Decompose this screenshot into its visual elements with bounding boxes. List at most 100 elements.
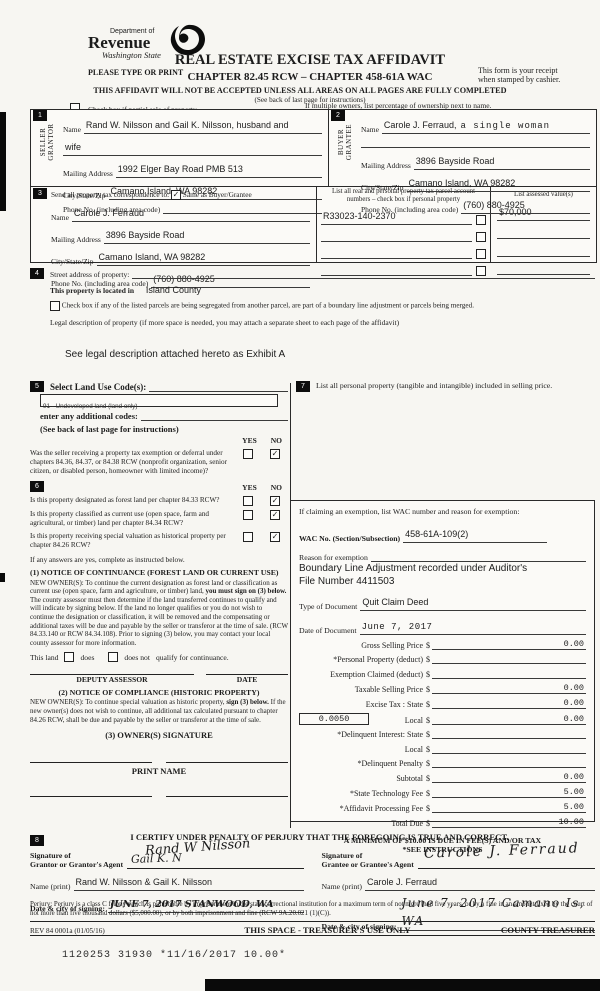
- fee-field-penalty[interactable]: [432, 758, 586, 768]
- fee-field-processing[interactable]: 5.00: [432, 802, 586, 814]
- seller-name-field[interactable]: Rand W. Nilsson and Gail K. Nilsson, hus…: [83, 115, 322, 134]
- buyer-mailing-field[interactable]: 3896 Bayside Road: [413, 151, 590, 170]
- local-rate-box[interactable]: 0.0050: [299, 713, 369, 726]
- grantor-date-field[interactable]: JUNE 7, 2017 STANWOOD, WA: [107, 894, 304, 913]
- buyer-phone-field[interactable]: (760) 880-4925: [461, 195, 590, 214]
- does-checkbox[interactable]: [64, 652, 75, 663]
- logo-wa-state: Washington State: [102, 50, 161, 60]
- buyer-word: BUYER: [337, 128, 345, 156]
- parcel-checkbox-4[interactable]: [476, 266, 486, 276]
- fee-value-tech: 5.00: [563, 787, 584, 798]
- seller-name-label: Name: [63, 125, 81, 134]
- corr-name-field[interactable]: Carole J. Ferraud: [71, 203, 310, 223]
- buyer-name-field[interactable]: Carole J. Ferraud, a single woman: [381, 115, 590, 134]
- fee-field-tech[interactable]: 5.00: [432, 787, 586, 799]
- dollar-sign: $: [426, 819, 430, 829]
- see-back-note: (See back of last page for instructions): [254, 96, 366, 104]
- assessed-field-4[interactable]: [497, 264, 590, 275]
- grantee-date-label: Date & city of signing:: [321, 922, 397, 931]
- corr-mailing-field[interactable]: 3896 Bayside Road: [103, 225, 310, 245]
- corr-mailing-value: 3896 Bayside Road: [105, 230, 185, 241]
- reason-field[interactable]: [370, 551, 586, 562]
- forest-land-no-checkbox[interactable]: ✓: [270, 496, 280, 507]
- fee-field-total[interactable]: 10.00: [432, 817, 586, 829]
- parcel-field-2[interactable]: [321, 231, 472, 242]
- parcel-field-1[interactable]: R33023-140-2370: [321, 206, 472, 225]
- fee-field-taxable[interactable]: 0.00: [432, 683, 586, 694]
- does-not-label: does not: [124, 652, 150, 662]
- owner-signature-line-1[interactable]: [30, 762, 152, 764]
- doc-date-field[interactable]: June 7, 2017: [359, 616, 586, 635]
- street-address-label: Street address of property:: [50, 270, 130, 279]
- buyer-name-field-2[interactable]: [361, 137, 590, 148]
- segregated-checkbox[interactable]: [50, 301, 60, 311]
- corr-phone-field[interactable]: (760) 880-4925: [151, 269, 310, 289]
- parcel-field-3[interactable]: [321, 248, 472, 259]
- buyer-city-field[interactable]: Camano Island, WA 98282: [406, 173, 590, 192]
- additional-codes-field[interactable]: [140, 410, 288, 421]
- fee-field-exemption[interactable]: [432, 669, 586, 679]
- corr-city-field[interactable]: Camano Island, WA 98282: [96, 247, 310, 267]
- reason-value: Boundary Line Adjustment recorded under …: [299, 563, 586, 588]
- fee-field-delinq-state[interactable]: [432, 729, 586, 740]
- does-not-checkbox[interactable]: [108, 652, 119, 663]
- print-name-line-1[interactable]: [30, 796, 152, 798]
- street-address-field[interactable]: [132, 268, 595, 279]
- seller-phone-field[interactable]: [163, 203, 322, 214]
- fee-field-personal[interactable]: [432, 654, 586, 665]
- parcel-checkbox-3[interactable]: [476, 249, 486, 259]
- seller-city-label: City/State/Zip: [63, 191, 106, 200]
- reason-label: Reason for exemption: [299, 553, 368, 562]
- qualify-label: qualify for continuance.: [155, 652, 229, 662]
- land-use-code-box[interactable]: 91 - Undeveloped land (land only): [40, 394, 278, 410]
- fee-label-delinq-local: Local: [404, 744, 423, 754]
- assessed-field-2[interactable]: [497, 228, 590, 239]
- wac-field[interactable]: 458-61A-109(2): [403, 524, 548, 543]
- assessed-field-1[interactable]: $70,000: [497, 202, 590, 221]
- seller-exemption-no-checkbox[interactable]: ✓: [270, 449, 280, 459]
- please-type-label: PLEASE TYPE OR PRINT: [88, 68, 184, 77]
- fee-field-delinq-local[interactable]: [432, 744, 586, 754]
- continuance-p1c: The county assessor must then determine …: [30, 595, 289, 647]
- assessed-field-3[interactable]: [497, 246, 590, 257]
- seller-mailing-field[interactable]: 1992 Elger Bay Road PMB 513: [115, 159, 322, 178]
- deputy-assessor-lines: DEPUTY ASSESSOR DATE: [30, 674, 288, 684]
- seller-exemption-yes-checkbox[interactable]: [243, 449, 253, 459]
- historical-yes-checkbox[interactable]: [243, 531, 253, 542]
- owner-signature-line-2[interactable]: [166, 762, 288, 764]
- seller-name-field-2[interactable]: wife: [63, 137, 322, 156]
- grantor-print-field[interactable]: Rand W. Nilsson & Gail K. Nilsson: [73, 872, 304, 891]
- same-as-buyer-checkbox[interactable]: ✓: [170, 190, 181, 201]
- current-use-no-checkbox[interactable]: ✓: [270, 510, 280, 521]
- fee-field-local[interactable]: 0.00: [432, 714, 586, 726]
- fee-label-local: Local: [404, 716, 423, 726]
- send-correspondence-row: Send all property tax correspondence to:…: [51, 190, 310, 201]
- located-in-value: Island County: [145, 285, 201, 295]
- grantee-print-field[interactable]: Carole J. Ferraud: [365, 872, 595, 891]
- fee-label-penalty: *Delinquent Penalty: [357, 758, 423, 768]
- current-use-yes-checkbox[interactable]: [243, 510, 253, 521]
- see-back-instructions: (See back of last page for instructions): [40, 424, 179, 434]
- fee-field-gross[interactable]: 0.00: [432, 639, 586, 651]
- personal-property-label: List all personal property (tangible and…: [316, 381, 553, 390]
- seller-city-field[interactable]: Camano Island, WA 98282: [108, 181, 322, 200]
- forest-land-yes-checkbox[interactable]: [243, 496, 253, 507]
- print-name-line-2[interactable]: [166, 796, 288, 798]
- fee-label-delinq-state: *Delinquent Interest: State: [337, 730, 423, 740]
- grantee-signature-line[interactable]: Carole J. Ferraud: [417, 840, 595, 869]
- section-6-tab: 6: [30, 481, 44, 493]
- receipt-note: This form is your receipt when stamped b…: [478, 66, 588, 84]
- fee-label-taxable: Taxable Selling Price: [354, 684, 423, 694]
- date-line: DATE: [206, 674, 288, 684]
- parcel-checkbox-2[interactable]: [476, 232, 486, 242]
- fee-field-excise-state[interactable]: 0.00: [432, 698, 586, 709]
- compliance-paragraph: NEW OWNER(S): To continue special valuat…: [30, 698, 288, 724]
- grantor-signature-line[interactable]: Rand W Nilsson Gail K. N: [127, 836, 304, 869]
- deputy-assessor-line: DEPUTY ASSESSOR: [30, 674, 194, 684]
- historical-no-checkbox[interactable]: ✓: [270, 531, 280, 542]
- continuance-p1: NEW OWNER(S): To continue the current de…: [30, 578, 278, 596]
- parcel-field-4[interactable]: [321, 265, 472, 276]
- fee-field-subtotal[interactable]: 0.00: [432, 772, 586, 783]
- parcel-checkbox-1[interactable]: [476, 215, 486, 225]
- doc-type-field[interactable]: Quit Claim Deed: [360, 592, 586, 611]
